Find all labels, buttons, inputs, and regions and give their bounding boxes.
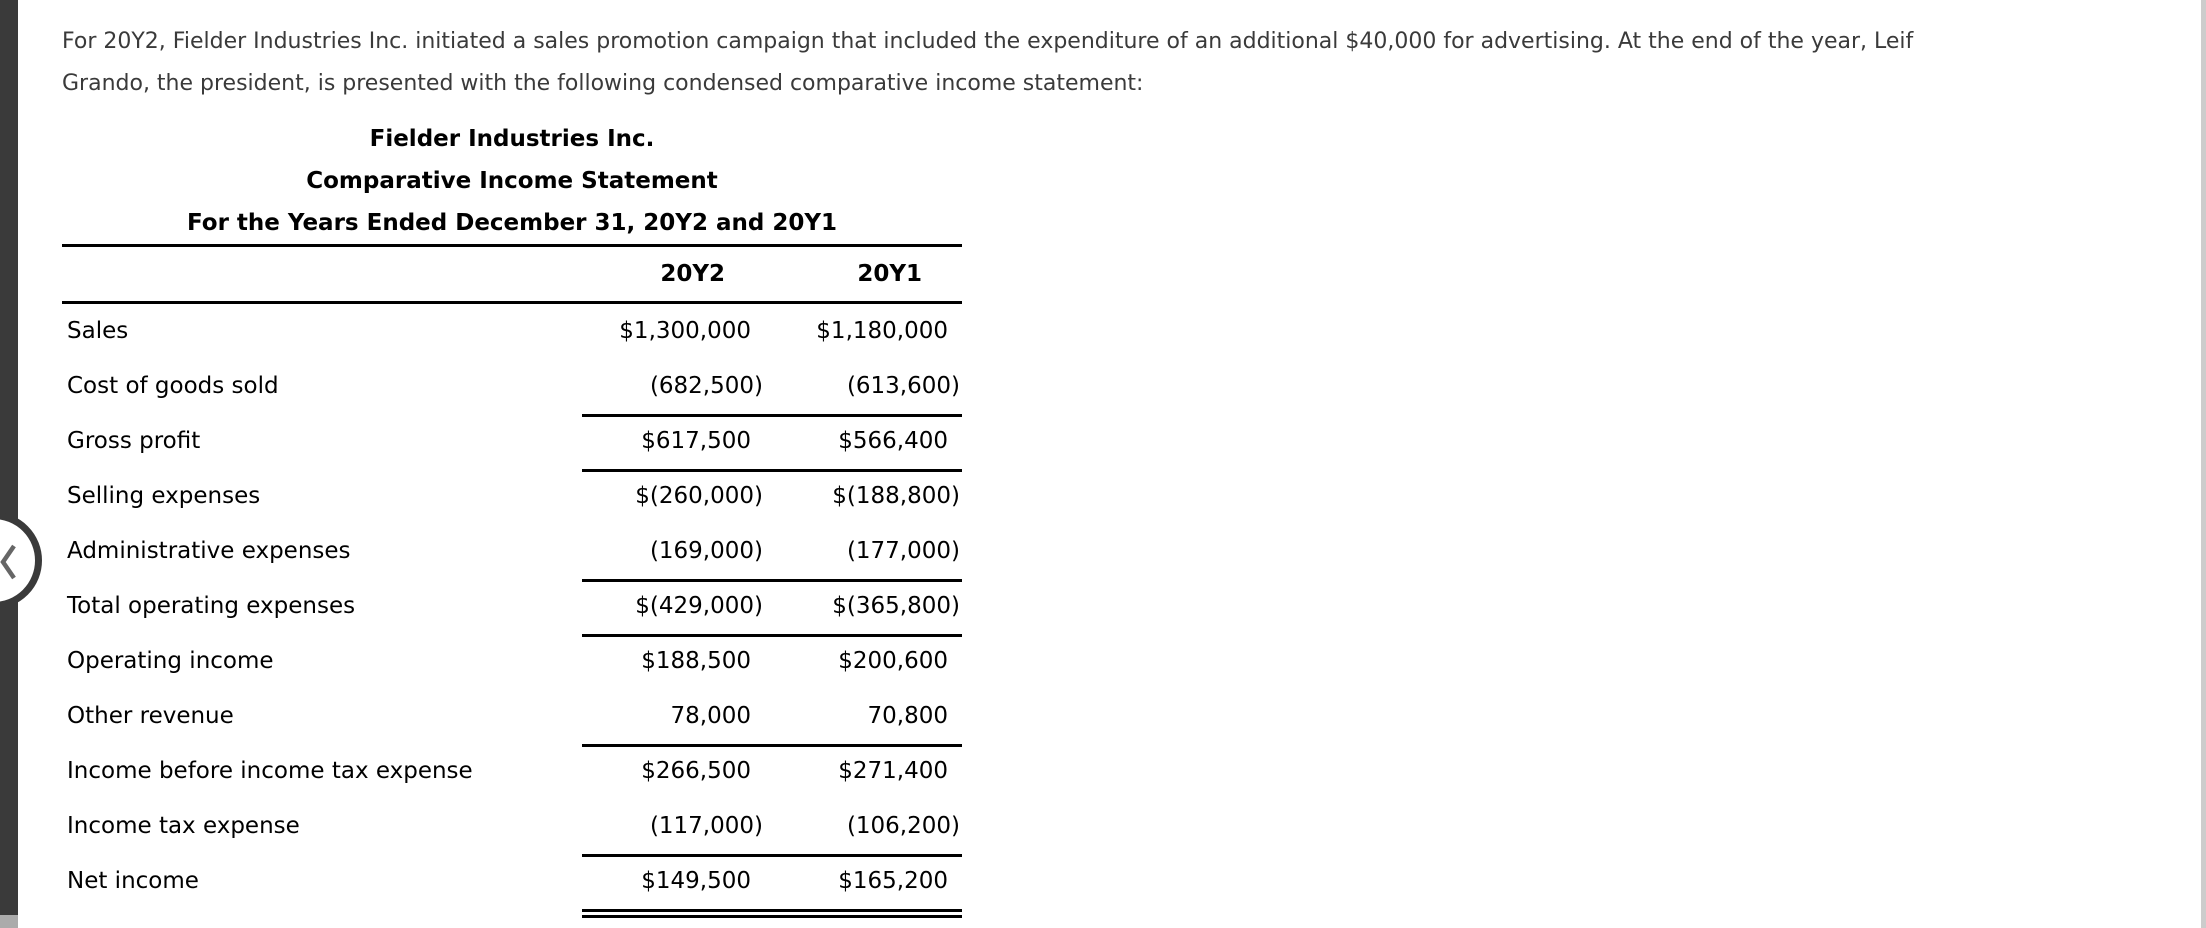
table-double-rule-row xyxy=(62,909,962,918)
right-scrollbar-track xyxy=(2201,0,2206,928)
row-value-y1: $(365,800) xyxy=(765,579,962,637)
table-header-row: 20Y2 20Y1 xyxy=(62,247,962,301)
statement-company-name: Fielder Industries Inc. xyxy=(369,126,655,152)
row-value-y1: $200,600 xyxy=(838,648,948,674)
column-header-20y1: 20Y1 xyxy=(857,261,922,287)
row-value-y2: 78,000 xyxy=(582,689,765,747)
table-row: Income before income tax expense $266,500… xyxy=(62,744,962,799)
statement-title: Comparative Income Statement xyxy=(306,168,718,194)
table-row: Administrative expenses (169,000) (177,000… xyxy=(62,524,962,582)
row-value-y1: (613,600) xyxy=(765,359,962,417)
row-value-y1: $271,400 xyxy=(838,758,948,784)
row-value-y2: $266,500 xyxy=(641,758,751,784)
chevron-left-icon xyxy=(0,544,16,580)
problem-statement: For 20Y2, Fielder Industries Inc. initia… xyxy=(62,21,1913,105)
scrollbar-thumb[interactable] xyxy=(0,0,18,915)
row-label: Income before income tax expense xyxy=(67,758,473,784)
row-value-y2: $(429,000) xyxy=(582,579,765,637)
table-row: Income tax expense (117,000) (106,200) xyxy=(62,799,962,857)
row-label: Net income xyxy=(67,868,199,894)
statement-rows: Sales $1,300,000 $1,180,000 Cost of goods s… xyxy=(62,304,962,918)
row-value-y2: $(260,000) xyxy=(635,483,763,509)
row-label: Administrative expenses xyxy=(67,538,351,564)
net-income-double-rule xyxy=(582,909,962,918)
row-value-y2: $149,500 xyxy=(641,868,751,894)
row-value-y2: (117,000) xyxy=(582,799,765,857)
row-value-y1: $566,400 xyxy=(765,414,962,472)
row-value-y2: (682,500) xyxy=(582,359,765,417)
row-label: Gross profit xyxy=(67,428,201,454)
row-label: Selling expenses xyxy=(67,483,261,509)
row-value-y2: $188,500 xyxy=(641,648,751,674)
table-header-rule xyxy=(62,301,962,304)
problem-statement-line-1: For 20Y2, Fielder Industries Inc. initia… xyxy=(62,29,1914,54)
row-value-y1: (177,000) xyxy=(765,524,962,582)
row-value-y1: $1,180,000 xyxy=(816,318,948,344)
panel-collapse-button[interactable] xyxy=(0,512,42,609)
problem-statement-line-2: Grando, the president, is presented with… xyxy=(62,71,1144,96)
table-row: Selling expenses $(260,000) $(188,800) xyxy=(62,469,962,524)
header-spacer xyxy=(62,247,582,301)
row-label: Cost of goods sold xyxy=(67,373,279,399)
row-value-y1: $(188,800) xyxy=(832,483,960,509)
table-row: Gross profit $617,500 $566,400 xyxy=(62,414,962,472)
table-row: Cost of goods sold (682,500) (613,600) xyxy=(62,359,962,417)
row-label: Total operating expenses xyxy=(67,593,356,619)
row-value-y2: $1,300,000 xyxy=(619,318,751,344)
row-value-y1: $165,200 xyxy=(838,868,948,894)
row-value-y1: (106,200) xyxy=(765,799,962,857)
table-row: Sales $1,300,000 $1,180,000 xyxy=(62,304,962,359)
row-label: Operating income xyxy=(67,648,274,674)
rule-spacer xyxy=(62,909,582,918)
table-row: Other revenue 78,000 70,800 xyxy=(62,689,962,747)
row-value-y2: (169,000) xyxy=(582,524,765,582)
table-row: Total operating expenses $(429,000) $(365,… xyxy=(62,579,962,637)
row-label: Other revenue xyxy=(67,703,234,729)
comparative-income-statement: Fielder Industries Inc. Comparative Inco… xyxy=(62,118,962,918)
row-value-y1: 70,800 xyxy=(765,689,962,747)
row-label: Income tax expense xyxy=(67,813,300,839)
column-header-20y2: 20Y2 xyxy=(660,261,725,287)
vertical-scrollbar xyxy=(0,0,18,928)
row-value-y2: $617,500 xyxy=(582,414,765,472)
table-top-rule xyxy=(62,244,962,247)
table-row: Operating income $188,500 $200,600 xyxy=(62,634,962,689)
table-row: Net income $149,500 $165,200 xyxy=(62,854,962,909)
statement-period: For the Years Ended December 31, 20Y2 an… xyxy=(187,210,837,236)
row-label: Sales xyxy=(67,318,129,344)
